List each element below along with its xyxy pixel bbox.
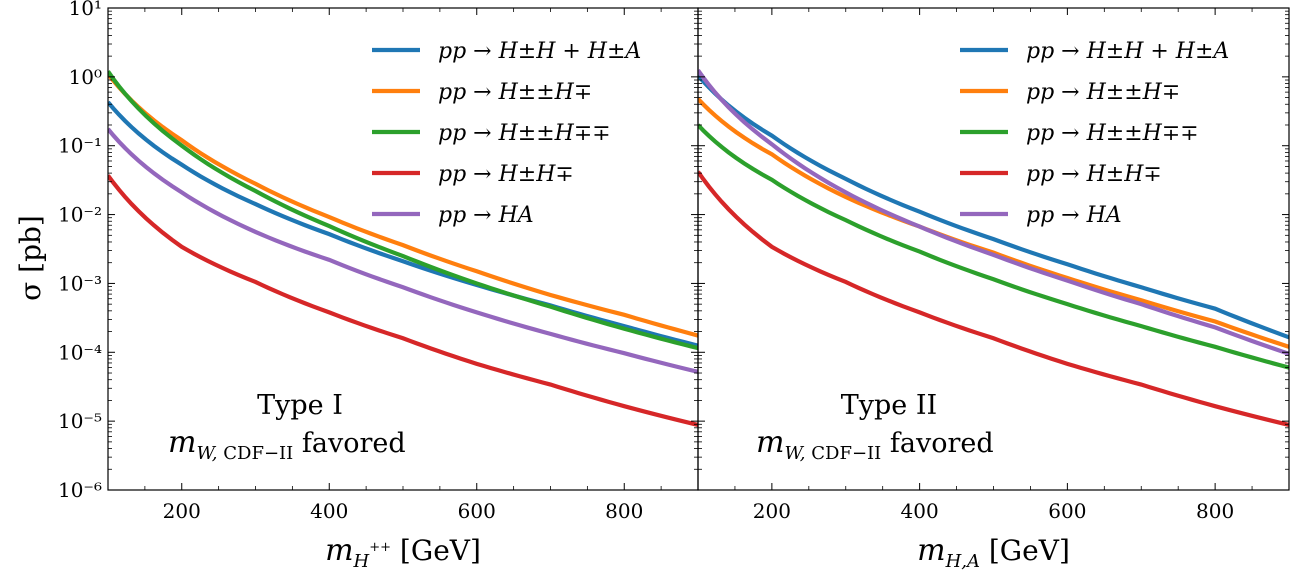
y-axis-title: σ [pb]	[14, 215, 47, 301]
legend-label: pp → HA	[438, 203, 534, 228]
x-tick-label: 200	[753, 499, 791, 523]
legend: pp → H±H + H±A pp → H±±H∓ pp → H±±H∓∓ pp → …	[372, 39, 641, 228]
y-tick-label: 10⁻³	[58, 271, 102, 295]
x-tick-label: 800	[605, 499, 643, 523]
series-line-3	[108, 70, 698, 351]
legend-label: pp → H±H∓	[1026, 162, 1162, 187]
series-line-2	[108, 72, 698, 338]
legend-label: pp → H±±H∓	[1026, 80, 1180, 105]
y-tick-label: 10⁻¹	[58, 134, 102, 158]
series-line-1	[698, 74, 1289, 340]
x-tick-label: 600	[458, 499, 496, 523]
legend-label: pp → H±H + H±A	[438, 39, 641, 64]
legend-label: pp → H±±H∓	[438, 80, 592, 105]
series-line-5	[698, 68, 1289, 356]
x-tick-label: 400	[310, 499, 348, 523]
y-tick-label: 10⁰	[69, 65, 102, 89]
legend-label: pp → HA	[1026, 203, 1122, 228]
series-line-5	[108, 127, 698, 374]
legend-label: pp → H±H + H±A	[1026, 39, 1229, 64]
series-line-4	[108, 174, 698, 428]
legend-label: pp → H±H∓	[438, 162, 574, 187]
series-line-2	[698, 97, 1289, 349]
x-tick-label: 200	[163, 499, 201, 523]
x-axis-title: mH++ [GeV]	[325, 533, 481, 571]
plot-frame	[107, 7, 699, 491]
legend: pp → H±H + H±A pp → H±±H∓ pp → H±±H∓∓ pp → …	[960, 39, 1229, 228]
plot-frame	[697, 7, 1290, 491]
series-lines	[698, 68, 1289, 428]
x-axis-title: mH,A [GeV]	[917, 533, 1070, 571]
y-tick-label: 10⁻⁴	[58, 340, 102, 364]
legend-label: pp → H±±H∓∓	[1026, 121, 1199, 146]
x-tick-label: 800	[1196, 499, 1234, 523]
panel-type-i: 200 400 600 800 10⁻⁶ 10⁻⁵ 10⁻⁴ 10⁻³ 10⁻² 10⁻¹ 10⁰ 1…	[58, 0, 699, 571]
y-tick-label: 10⁻⁵	[58, 409, 102, 433]
x-tick-label: 600	[1048, 499, 1086, 523]
series-line-3	[698, 123, 1289, 370]
legend-label: pp → H±±H∓∓	[438, 121, 611, 146]
panel-type-label: Type I	[257, 390, 343, 421]
y-tick-label: 10⁻⁶	[58, 478, 102, 502]
y-tick-label: 10⁻²	[58, 203, 102, 227]
panel-favored-label: mW, CDF−II favored	[756, 425, 994, 464]
panel-type-label: Type II	[841, 390, 937, 421]
y-tick-label: 10¹	[69, 0, 102, 20]
series-lines	[108, 70, 698, 428]
series-line-4	[698, 170, 1289, 428]
panel-favored-label: mW, CDF−II favored	[168, 425, 406, 464]
x-tick-label: 400	[901, 499, 939, 523]
